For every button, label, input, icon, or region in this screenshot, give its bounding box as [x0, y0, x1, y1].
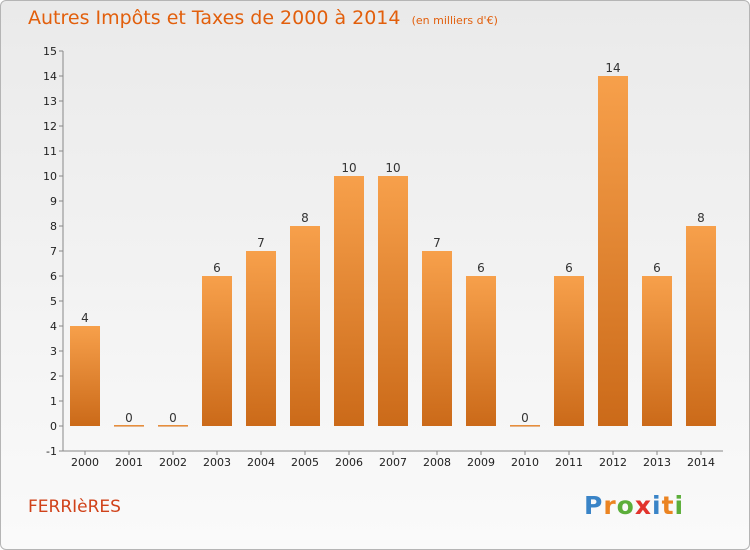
data-label-2000: 4 [81, 311, 89, 325]
bar-2004 [246, 251, 276, 426]
x-tick-label-2013: 2013 [643, 456, 671, 469]
x-tick-label-2009: 2009 [467, 456, 495, 469]
y-tick-label: 12 [43, 120, 57, 133]
y-tick-label: 3 [50, 345, 57, 358]
chart-title-main: Autres Impôts et Taxes de 2000 à 2014 [28, 7, 401, 29]
y-tick-label: 1 [50, 395, 57, 408]
x-tick-label-2004: 2004 [247, 456, 275, 469]
y-tick-label: 11 [43, 145, 57, 158]
x-tick-label-2005: 2005 [291, 456, 319, 469]
chart-title: Autres Impôts et Taxes de 2000 à 2014 (e… [28, 7, 498, 29]
x-tick-label-2012: 2012 [599, 456, 627, 469]
bar-2014 [686, 226, 716, 426]
y-tick-label: 10 [43, 170, 57, 183]
logo-letter: i [674, 491, 685, 520]
x-tick-label-2006: 2006 [335, 456, 363, 469]
data-label-2005: 8 [301, 211, 309, 225]
logo-letter: x [634, 491, 652, 520]
data-label-2007: 10 [385, 161, 400, 175]
chart-data-labels: 4 0 0 6 7 8 10 10 7 6 0 6 14 6 8 [81, 61, 705, 425]
logo-letter: r [603, 491, 617, 520]
bar-2006 [334, 176, 364, 426]
y-tick-label: 15 [43, 45, 57, 58]
data-label-2004: 7 [257, 236, 265, 250]
y-tick-label: -1 [46, 445, 57, 458]
y-tick-label: 13 [43, 95, 57, 108]
bar-2011 [554, 276, 584, 426]
x-tick-label-2011: 2011 [555, 456, 583, 469]
y-tick-label: 9 [50, 195, 57, 208]
logo-letter: t [661, 491, 675, 520]
data-label-2001: 0 [125, 411, 133, 425]
x-tick-label-2014: 2014 [687, 456, 715, 469]
y-tick-label: 4 [50, 320, 57, 333]
x-tick-label-2001: 2001 [115, 456, 143, 469]
bar-2003 [202, 276, 232, 426]
bar-2000 [70, 326, 100, 426]
x-tick-label-2008: 2008 [423, 456, 451, 469]
bar-2008 [422, 251, 452, 426]
data-label-2010: 0 [521, 411, 529, 425]
logo-letter: P [584, 491, 604, 520]
proxiti-logo: Proxiti [584, 491, 684, 520]
y-tick-label: 14 [43, 70, 57, 83]
place-name: FERRIèRES [28, 497, 121, 517]
data-label-2002: 0 [169, 411, 177, 425]
bar-2001 [114, 425, 144, 427]
bar-2002 [158, 425, 188, 427]
bar-2009 [466, 276, 496, 426]
data-label-2014: 8 [697, 211, 705, 225]
chart-title-unit: (en milliers d'€) [411, 14, 498, 27]
y-tick-label: 7 [50, 245, 57, 258]
bar-2012 [598, 76, 628, 426]
x-tick-label-2002: 2002 [159, 456, 187, 469]
bar-2010 [510, 425, 540, 427]
data-label-2013: 6 [653, 261, 661, 275]
bar-2005 [290, 226, 320, 426]
logo-letter: i [652, 491, 662, 520]
data-label-2006: 10 [341, 161, 356, 175]
chart-bars [70, 76, 716, 427]
y-tick-label: 0 [50, 420, 57, 433]
x-tick-label-2010: 2010 [511, 456, 539, 469]
x-tick-label-2003: 2003 [203, 456, 231, 469]
data-label-2012: 14 [605, 61, 620, 75]
y-tick-label: 8 [50, 220, 57, 233]
y-tick-label: 5 [50, 295, 57, 308]
data-label-2008: 7 [433, 236, 441, 250]
data-label-2011: 6 [565, 261, 573, 275]
data-label-2003: 6 [213, 261, 221, 275]
bar-2013 [642, 276, 672, 426]
bar-2007 [378, 176, 408, 426]
logo-letter: o [616, 491, 635, 520]
x-tick-label-2007: 2007 [379, 456, 407, 469]
x-tick-label-2000: 2000 [71, 456, 99, 469]
y-tick-label: 2 [50, 370, 57, 383]
y-tick-label: 6 [50, 270, 57, 283]
data-label-2009: 6 [477, 261, 485, 275]
